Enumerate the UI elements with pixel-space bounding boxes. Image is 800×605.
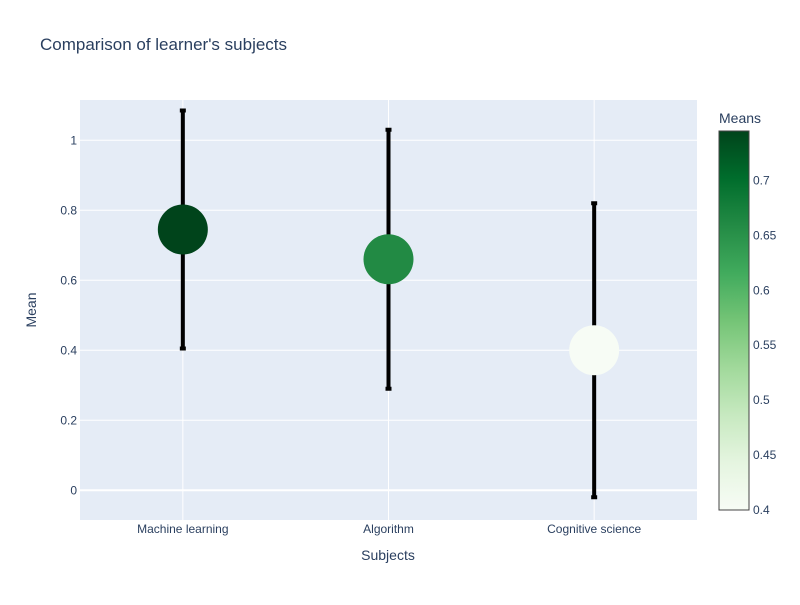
x-tick-label: Machine learning bbox=[137, 522, 228, 536]
colorbar-tick-label: 0.65 bbox=[753, 228, 777, 242]
colorbar-tick-label: 0.6 bbox=[753, 283, 770, 297]
colorbar-title: Means bbox=[719, 110, 761, 126]
x-tick-labels: Machine learning Algorithm Cognitive scien… bbox=[137, 522, 641, 536]
colorbar bbox=[718, 130, 750, 511]
data-point-marker[interactable] bbox=[157, 204, 208, 255]
colorbar-tick-labels: 0.4 0.45 0.5 0.55 0.6 0.65 0.7 bbox=[753, 173, 777, 517]
data-point-marker[interactable] bbox=[569, 325, 620, 376]
y-tick-label: 0.6 bbox=[60, 273, 77, 287]
y-tick-label: 1 bbox=[70, 133, 77, 147]
x-tick-label: Algorithm bbox=[363, 522, 414, 536]
chart-title: Comparison of learner's subjects bbox=[40, 35, 287, 54]
x-tick-label: Cognitive science bbox=[547, 522, 641, 536]
data-markers bbox=[157, 204, 620, 376]
colorbar-tick-label: 0.4 bbox=[753, 503, 770, 517]
y-tick-label: 0.8 bbox=[60, 203, 77, 217]
colorbar-tick-label: 0.5 bbox=[753, 393, 770, 407]
y-tick-labels: 0 0.2 0.4 0.6 0.8 1 bbox=[60, 133, 77, 497]
y-axis-label: Mean bbox=[23, 292, 39, 327]
y-tick-label: 0 bbox=[70, 483, 77, 497]
colorbar-tick-label: 0.55 bbox=[753, 338, 777, 352]
data-point-marker[interactable] bbox=[363, 234, 414, 285]
colorbar-tick-label: 0.45 bbox=[753, 448, 777, 462]
y-tick-label: 0.4 bbox=[60, 343, 77, 357]
x-axis-label: Subjects bbox=[361, 547, 415, 563]
colorbar-tick-label: 0.7 bbox=[753, 173, 770, 187]
y-tick-label: 0.2 bbox=[60, 413, 77, 427]
